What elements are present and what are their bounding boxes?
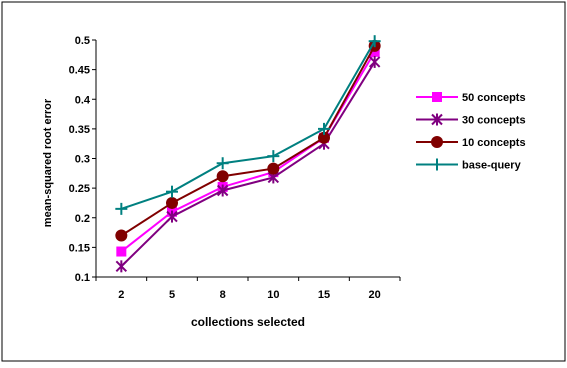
outer-border (1, 1, 566, 362)
data-point (267, 162, 280, 175)
series-plus (115, 35, 381, 215)
series-circle (115, 39, 381, 242)
y-tick-label: 0.3 (75, 154, 90, 166)
data-point (115, 202, 128, 215)
legend-item: 50 concepts (416, 92, 526, 104)
y-tick-label: 0.4 (75, 94, 91, 106)
legend: 50 concepts 30 concepts 10 concepts base-qu… (416, 92, 526, 172)
legend-item: base-query (416, 158, 522, 172)
data-point (216, 184, 229, 197)
data-point (115, 260, 128, 273)
y-tick-labels: 0.1 0.15 0.2 0.25 0.3 0.35 0.4 0.45 0.5 (69, 35, 91, 284)
y-tick-label: 0.15 (69, 242, 90, 254)
data-point (368, 55, 381, 68)
data-point (166, 210, 178, 223)
series-line (120, 61, 376, 268)
x-tick-label: 8 (220, 289, 226, 301)
data-point (318, 131, 330, 144)
data-point (115, 229, 128, 242)
x-tick-labels: 2 5 8 10 15 20 (118, 289, 381, 301)
data-point (368, 35, 381, 48)
x-tick-label: 20 (369, 289, 381, 301)
y-tick-label: 0.2 (75, 213, 90, 225)
axes (92, 39, 401, 281)
series-line (121, 40, 376, 210)
legend-label: base-query (462, 160, 522, 172)
legend-label: 30 concepts (462, 115, 526, 127)
y-tick-label: 0.5 (75, 35, 90, 47)
data-point (166, 185, 178, 198)
y-axis-label: mean-squared root error (42, 98, 54, 227)
legend-item: 30 concepts (416, 113, 526, 127)
series-group (115, 35, 381, 273)
legend-label: 50 concepts (462, 92, 526, 104)
data-point (267, 150, 280, 163)
legend-marker (431, 158, 443, 171)
x-axis-label: collections selected (191, 315, 305, 329)
x-tick-label: 15 (318, 289, 330, 301)
y-tick-label: 0.1 (75, 272, 90, 284)
legend-label: 10 concepts (462, 137, 526, 149)
legend-item: 10 concepts (416, 136, 526, 149)
legend-marker (431, 113, 443, 126)
legend-marker (432, 92, 442, 102)
y-tick-label: 0.45 (69, 65, 90, 77)
x-tick-label: 10 (267, 289, 279, 301)
series-star (115, 55, 381, 273)
y-tick-label: 0.35 (69, 124, 90, 136)
x-tick-label: 2 (118, 289, 124, 301)
legend-marker (431, 136, 443, 148)
data-point (166, 196, 178, 209)
data-point (216, 157, 229, 170)
x-tick-label: 5 (169, 289, 175, 301)
data-point (318, 122, 330, 135)
data-point (116, 246, 127, 257)
y-tick-label: 0.25 (69, 183, 90, 195)
data-point (216, 170, 229, 183)
series-line (120, 45, 376, 237)
